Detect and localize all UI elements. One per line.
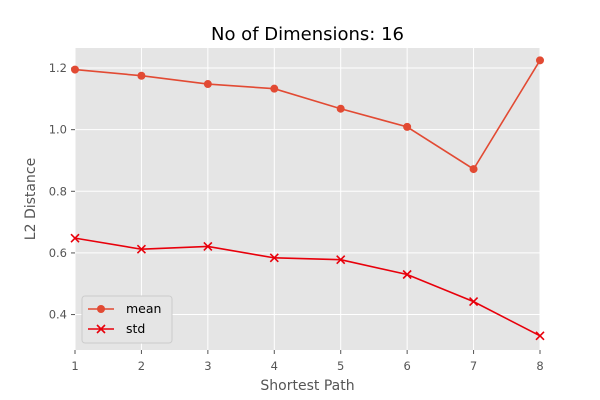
data-point-std	[203, 241, 213, 252]
x-tick-label: 7	[470, 359, 477, 373]
legend: mean std	[81, 295, 173, 344]
data-point-mean	[137, 71, 146, 80]
x-tick-label: 5	[337, 359, 344, 373]
legend-marker	[96, 324, 106, 334]
legend-marker	[97, 305, 105, 313]
y-tick-label: 1.2	[49, 61, 67, 75]
x-tick-label: 4	[271, 359, 278, 373]
series-line-std	[74, 237, 541, 337]
legend-item-mean: mean	[88, 301, 161, 316]
y-tick-label: 1.0	[49, 123, 67, 137]
data-point-std	[336, 255, 346, 265]
y-tick-label: 0.8	[49, 184, 67, 198]
data-point-mean	[536, 56, 544, 65]
x-tick-label: 1	[71, 359, 78, 373]
data-point-mean	[270, 84, 279, 93]
x-tick-label: 3	[204, 359, 211, 373]
x-tick-label: 8	[536, 359, 543, 373]
data-point-mean	[71, 65, 79, 74]
x-tick-label: 2	[138, 359, 145, 373]
data-point-mean	[203, 80, 212, 89]
data-point-std	[269, 253, 279, 263]
legend-item-std: std	[88, 321, 145, 336]
series-std	[70, 233, 545, 341]
legend-label: mean	[126, 301, 161, 316]
data-point-mean	[469, 165, 478, 174]
data-point-mean	[403, 122, 412, 131]
legend-label: std	[126, 321, 145, 336]
y-tick-label: 0.4	[49, 308, 67, 322]
y-tick-label: 0.6	[49, 246, 67, 260]
data-point-mean	[336, 104, 345, 113]
series-mean	[71, 56, 544, 174]
data-point-std	[402, 269, 412, 280]
data-series	[70, 56, 545, 341]
y-axis-label: L2 Distance	[23, 158, 39, 240]
data-point-std	[136, 244, 146, 254]
chart-title: No of Dimensions: 16	[211, 24, 404, 45]
data-point-std	[70, 233, 80, 243]
series-line-mean	[74, 59, 541, 171]
data-point-std	[469, 297, 479, 307]
data-point-std	[535, 331, 545, 341]
x-axis-label: Shortest Path	[260, 378, 354, 394]
x-tick-label: 6	[403, 359, 410, 373]
axis-ticks: 1 2 3 4 5 6 7 8 0.4 0.6 0.8 1.0 1.2	[49, 61, 544, 373]
